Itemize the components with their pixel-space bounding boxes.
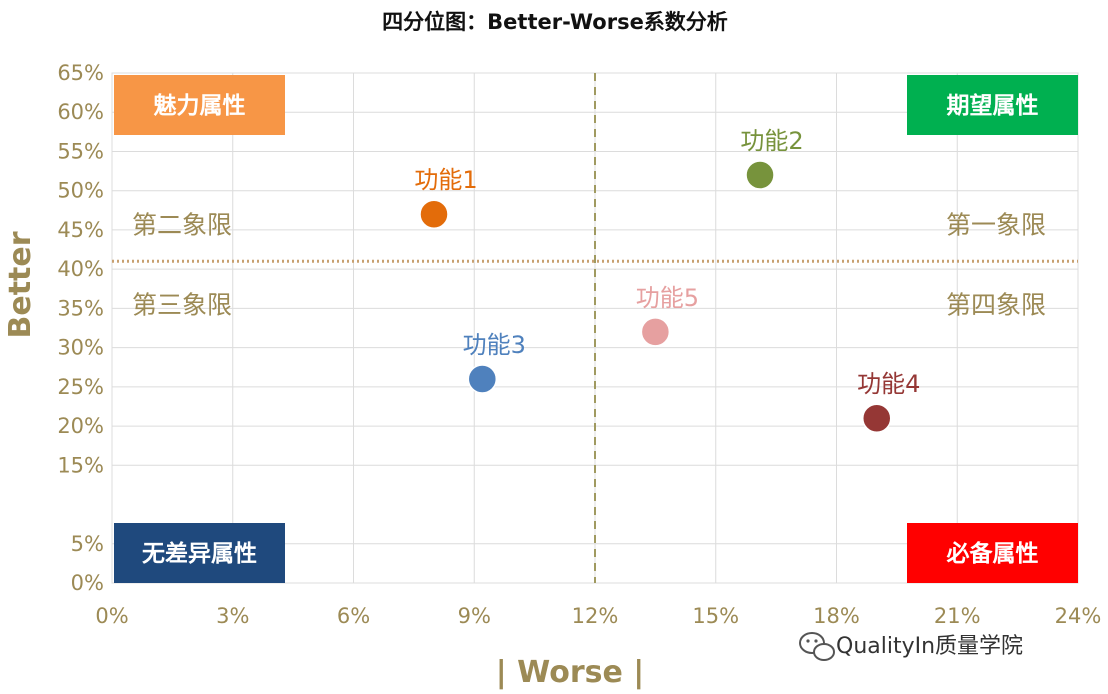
data-point-label: 功能5 (636, 284, 699, 312)
data-point-label: 功能3 (463, 331, 526, 359)
attribute-box (114, 75, 285, 135)
y-tick-label: 20% (57, 414, 104, 438)
y-tick-label: 50% (57, 179, 104, 203)
y-tick-label: 35% (57, 296, 104, 320)
data-point-label: 功能4 (857, 370, 920, 398)
attribute-box (114, 523, 285, 583)
attribute-box-label: 无差异属性 (142, 540, 257, 567)
data-point-label: 功能1 (414, 166, 477, 194)
attribute-box (907, 523, 1078, 583)
data-point (467, 364, 498, 394)
data-point (419, 199, 449, 229)
y-tick-label: 60% (57, 100, 104, 124)
quadrant-label: 第一象限 (946, 210, 1046, 239)
y-tick-label: 15% (57, 453, 104, 477)
y-tick-label: 25% (57, 375, 104, 399)
data-point (745, 160, 775, 190)
y-tick-label: 30% (57, 336, 104, 360)
x-tick-label: 24% (1055, 604, 1102, 628)
y-tick-label: 65% (57, 61, 104, 85)
attribute-box (907, 75, 1078, 135)
y-tick-label: 55% (57, 139, 104, 163)
y-tick-label: 5% (71, 532, 104, 556)
x-tick-label: 15% (692, 604, 739, 628)
attribute-box-label: 期望属性 (947, 93, 1039, 119)
x-tick-label: 3% (216, 604, 249, 628)
data-points: 功能1 功能2 功能3 功能4 功能5 (414, 127, 920, 433)
watermark-text: QualityIn质量学院 (836, 634, 1023, 659)
data-point (862, 403, 892, 433)
y-axis-label: Better (3, 231, 38, 338)
watermark: QualityIn质量学院 (799, 632, 1023, 661)
quadrant-label: 第三象限 (132, 290, 232, 319)
attribute-box-label: 魅力属性 (154, 92, 246, 119)
quadrant-label: 第二象限 (132, 210, 232, 239)
x-tick-label: 18% (813, 604, 860, 628)
x-axis-label: | Worse | (496, 655, 644, 690)
y-tick-label: 0% (71, 571, 104, 595)
chart-title: 四分位图：Better-Worse系数分析 (382, 10, 728, 34)
attribute-box-label: 必备属性 (947, 540, 1039, 567)
x-tick-label: 12% (572, 604, 619, 628)
axis-ticks: 0% 5% 15% 20% 25% 30% 35% 40% 45% 50% 55% 60% 65% 0% 3… (57, 61, 1101, 628)
quadrant-dividers (112, 73, 1078, 583)
data-point-label: 功能2 (740, 127, 803, 155)
quadrant-label: 第四象限 (946, 290, 1046, 319)
wechat-icon (799, 632, 835, 661)
y-tick-label: 45% (57, 218, 104, 242)
x-tick-label: 6% (337, 604, 370, 628)
y-tick-label: 40% (57, 257, 104, 281)
x-tick-label: 21% (934, 604, 981, 628)
data-point (640, 317, 671, 347)
x-tick-label: 9% (458, 604, 491, 628)
x-tick-label: 0% (95, 604, 128, 628)
